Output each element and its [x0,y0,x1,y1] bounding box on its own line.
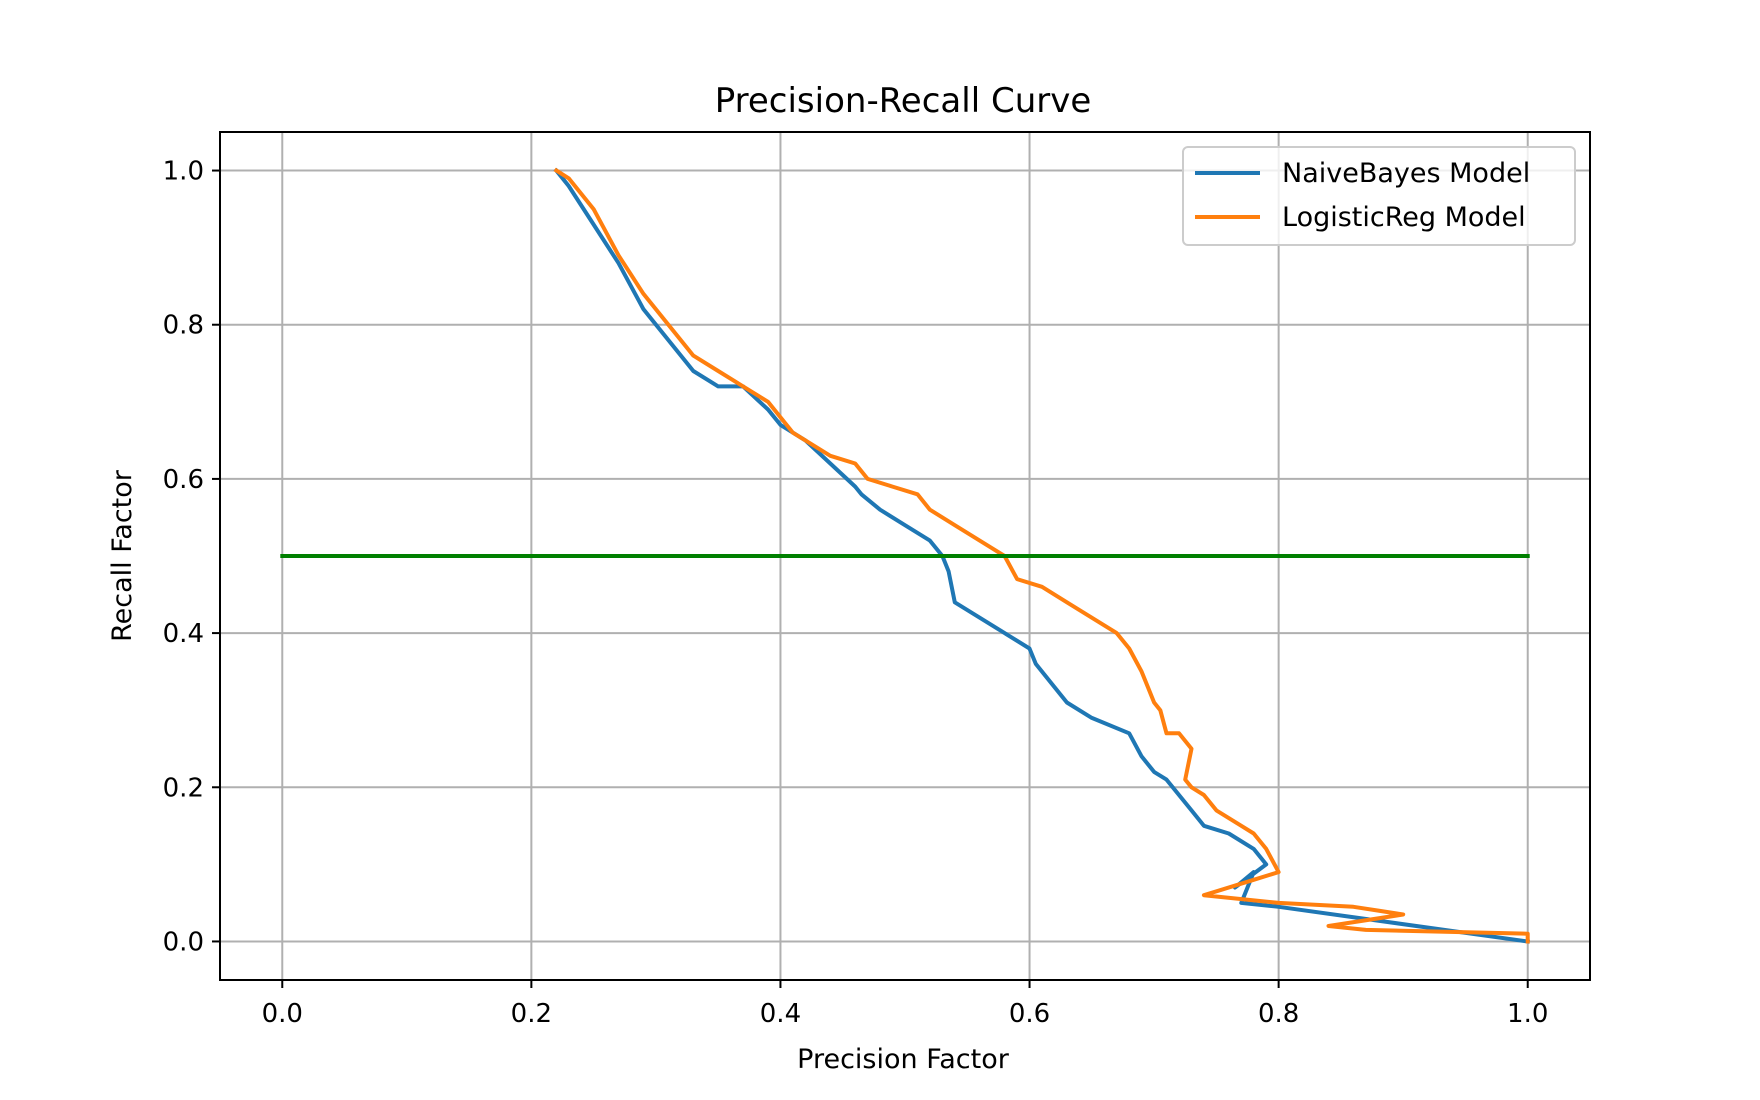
legend-box [1182,146,1576,246]
y-tick-label: 1.0 [163,157,204,187]
x-tick-label: 0.2 [511,999,552,1029]
legend: NaiveBayes Model LogisticReg Model [1182,146,1576,246]
naivebayes-series-line [553,167,1530,944]
y-tick-label: 0.6 [163,465,204,495]
x-axis-ticks: 0.0 0.2 0.4 0.6 0.8 1.0 [262,980,1548,1029]
legend-label-naivebayes: NaiveBayes Model [1282,158,1530,189]
x-tick-label: 0.6 [1009,999,1050,1029]
y-tick-label: 0.2 [163,773,204,803]
x-axis-title: Precision Factor [797,1044,1010,1075]
y-tick-label: 0.8 [163,311,204,341]
x-tick-label: 0.4 [760,999,801,1029]
chart-title: Precision-Recall Curve [715,81,1092,121]
y-axis-ticks: 0.0 0.2 0.4 0.6 0.8 1.0 [163,157,220,957]
logisticreg-series-line [553,167,1530,944]
plot-frame [219,131,1591,981]
x-tick-label: 0.0 [262,999,303,1029]
x-tick-label: 1.0 [1507,999,1548,1029]
y-tick-label: 0.0 [163,927,204,957]
legend-label-logisticreg: LogisticReg Model [1282,202,1526,233]
y-tick-label: 0.4 [163,619,204,649]
y-axis-title: Recall Factor [107,469,138,642]
x-tick-label: 0.8 [1258,999,1299,1029]
series-lines [280,167,1530,944]
